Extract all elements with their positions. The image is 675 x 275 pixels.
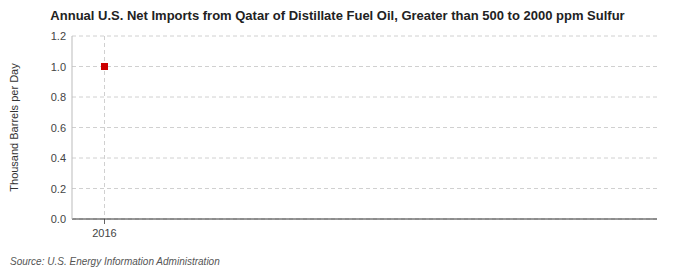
axes: 0.0 0.2 0.4 0.6 0.8 1.0 1.2 2016: [51, 30, 657, 239]
y-tick-label: 0.4: [51, 152, 66, 164]
points: [101, 63, 108, 70]
grid: [72, 36, 657, 219]
y-tick-label: 0.8: [51, 91, 66, 103]
y-grid-line: [72, 127, 657, 128]
y-grid-line: [72, 158, 657, 159]
point: [101, 63, 108, 70]
y-axis-label: Thousand Barrels per Day: [8, 63, 20, 192]
title: Annual U.S. Net Imports from Qatar of Di…: [50, 8, 624, 23]
y-tick-label: 0.2: [51, 183, 66, 195]
y-tick-label: 0.6: [51, 122, 66, 134]
x-axis-line: [72, 219, 657, 220]
y-tick-label: 1.2: [51, 30, 66, 42]
x-tick-label: 2016: [92, 227, 116, 239]
y-tick-label: 1.0: [51, 61, 66, 73]
y-axis-line: [72, 36, 73, 219]
x-tick: [104, 219, 105, 224]
y-grid-line: [72, 97, 657, 98]
chart: Annual U.S. Net Imports from Qatar of Di…: [0, 0, 675, 275]
y-grid-line: [72, 219, 657, 220]
y-grid-line: [72, 36, 657, 37]
source-note: Source: U.S. Energy Information Administ…: [10, 256, 220, 267]
y-grid-line: [72, 66, 657, 67]
y-tick-label: 0.0: [51, 213, 66, 225]
y-grid-line: [72, 188, 657, 189]
